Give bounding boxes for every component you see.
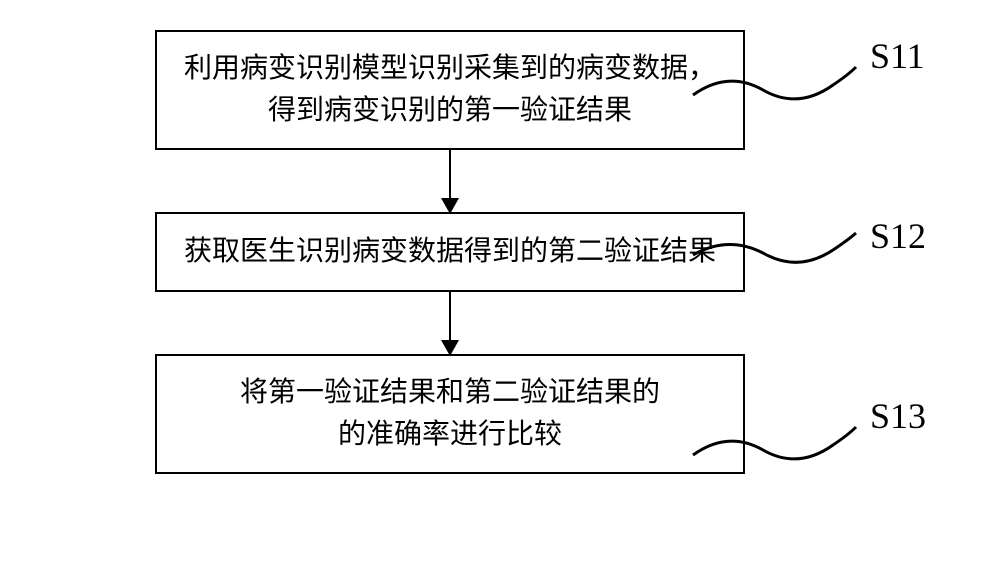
step-1-line-1: 利用病变识别模型识别采集到的病变数据， [184,48,716,90]
squiggle-connector-3 [688,415,858,475]
step-2-line-1: 获取医生识别病变数据得到的第二验证结果 [184,231,716,273]
step-label-3: S13 [870,395,926,437]
step-label-1: S11 [870,35,925,77]
step-3-line-1: 将第一验证结果和第二验证结果的 [240,372,660,414]
step-3-line-2: 的准确率进行比较 [338,414,562,456]
connector-1 [449,150,451,212]
squiggle-connector-2 [688,225,858,285]
connector-2 [449,292,451,354]
flowchart-step-1: 利用病变识别模型识别采集到的病变数据， 得到病变识别的第一验证结果 [155,30,745,150]
flowchart-step-2: 获取医生识别病变数据得到的第二验证结果 [155,212,745,292]
step-1-line-2: 得到病变识别的第一验证结果 [268,90,632,132]
step-label-2: S12 [870,215,926,257]
flowchart-step-3: 将第一验证结果和第二验证结果的 的准确率进行比较 [155,354,745,474]
squiggle-connector-1 [688,55,858,115]
